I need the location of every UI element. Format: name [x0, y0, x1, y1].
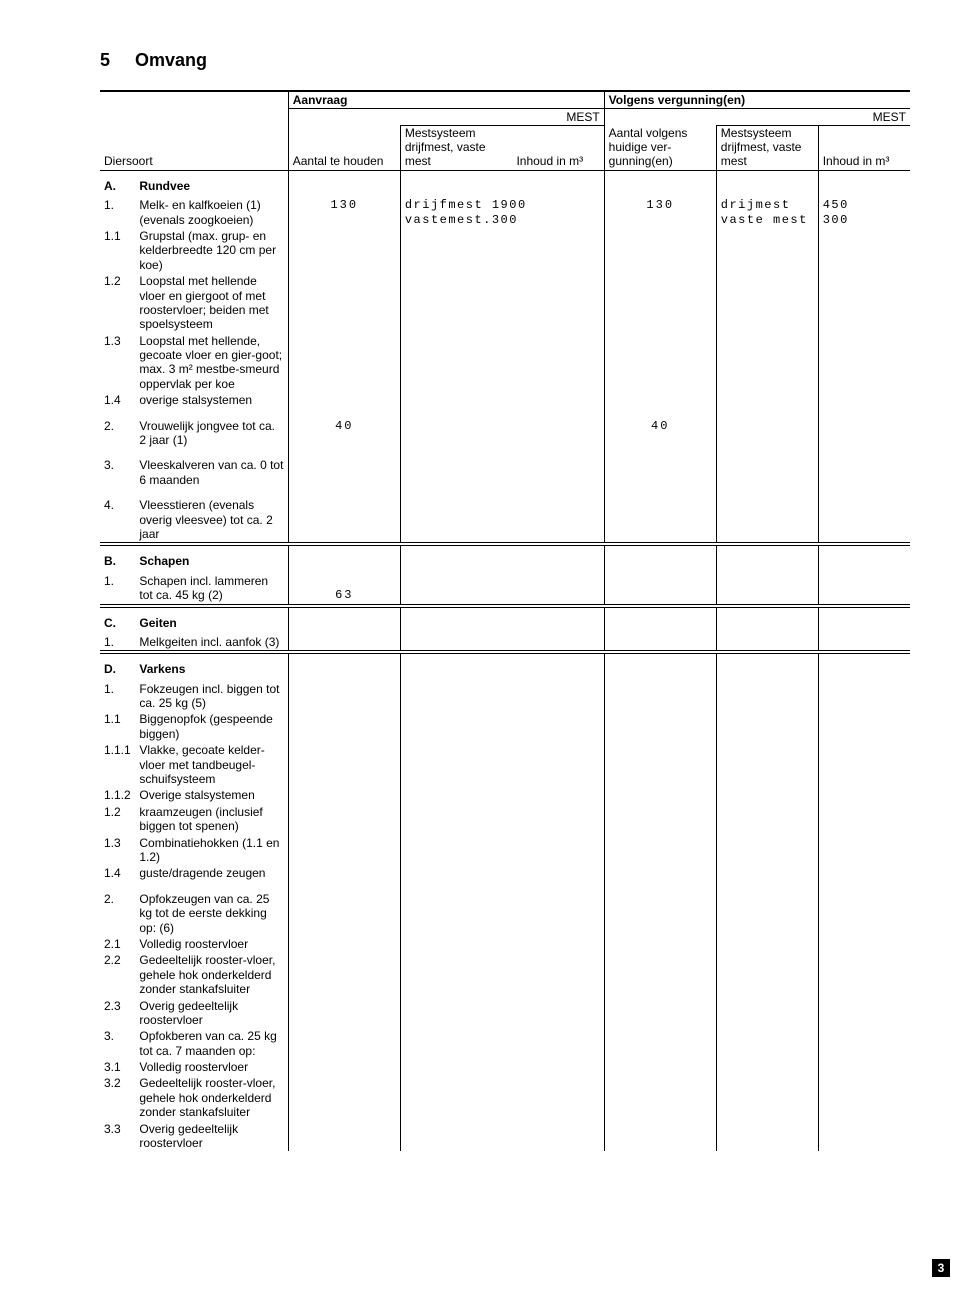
row-num: 1.1: [100, 228, 135, 273]
row-num: 2.1: [100, 936, 135, 952]
row-desc: Volledig roostervloer: [135, 1059, 288, 1075]
row-num: 1.4: [100, 865, 135, 881]
row-desc: Gedeeltelijk rooster-vloer, gehele hok o…: [135, 1075, 288, 1120]
row-num: 1.1.1: [100, 742, 135, 787]
col-diersoort: Diersoort: [100, 126, 288, 170]
row-num: 2.2: [100, 952, 135, 997]
row-desc: Overig gedeeltelijk roostervloer: [135, 998, 288, 1029]
row-num: 4.: [100, 488, 135, 543]
val-A1-mest-a-1: drijfmest 1900: [405, 198, 527, 212]
val-A2-aantal-a: 40: [288, 409, 400, 449]
row-num: 1.: [100, 681, 135, 712]
col-inhoud-a: Inhoud in m³: [512, 126, 604, 170]
cat-A-letter: A.: [100, 170, 135, 197]
row-num: 1.: [100, 573, 135, 604]
row-desc: Fokzeugen incl. biggen tot ca. 25 kg (5): [135, 681, 288, 712]
page-number-badge: 3: [932, 1259, 950, 1277]
row-desc: Combinatiehokken (1.1 en 1.2): [135, 835, 288, 866]
row-desc: Gedeeltelijk rooster-vloer, gehele hok o…: [135, 952, 288, 997]
row-num: 1.: [100, 634, 135, 651]
row-desc: Loopstal met hellende, gecoate vloer en …: [135, 333, 288, 393]
row-desc: Grupstal (max. grup- en kelderbreedte 12…: [135, 228, 288, 273]
row-num: 3.1: [100, 1059, 135, 1075]
col-mestsysteem-a: Mestsysteem drijfmest, vaste mest: [400, 126, 512, 170]
row-num: 1.3: [100, 835, 135, 866]
row-desc: Vlakke, gecoate kelder-vloer met tandbeu…: [135, 742, 288, 787]
row-num: 2.: [100, 409, 135, 449]
val-A1-aantal-a: 130: [288, 197, 400, 228]
row-desc: Opfokberen van ca. 25 kg tot ca. 7 maand…: [135, 1028, 288, 1059]
val-A1-mest-v: drijmest vaste mest: [716, 197, 818, 228]
row-num: 2.3: [100, 998, 135, 1029]
row-desc: Overige stalsystemen: [135, 787, 288, 803]
cat-A-name: Rundvee: [135, 170, 288, 197]
cat-C-letter: C.: [100, 607, 135, 634]
section-number: 5: [100, 50, 130, 72]
row-num: 1.1.2: [100, 787, 135, 803]
val-A2-aantal-v: 40: [604, 409, 716, 449]
row-desc: Vrouwelijk jongvee tot ca. 2 jaar (1): [135, 409, 288, 449]
val-A1-aantal-v: 130: [604, 197, 716, 228]
row-desc: Vleesstieren (evenals overig vleesvee) t…: [135, 488, 288, 543]
col-aantal-houden: Aantal te houden: [288, 126, 400, 170]
cat-C-name: Geiten: [135, 607, 288, 634]
row-desc: Volledig roostervloer: [135, 936, 288, 952]
row-desc: Vleeskalveren van ca. 0 tot 6 maanden: [135, 448, 288, 488]
row-num: 2.: [100, 882, 135, 936]
row-desc: Loopstal met hellende vloer en giergoot …: [135, 273, 288, 333]
row-num: 1.3: [100, 333, 135, 393]
row-num: 3.: [100, 448, 135, 488]
col-mestsysteem-v: Mestsysteem drijfmest, vaste mest: [716, 126, 818, 170]
section-title: 5 Omvang: [100, 50, 910, 72]
row-num: 1.4: [100, 392, 135, 408]
row-num: 3.2: [100, 1075, 135, 1120]
val-A1-mest-v-2: vaste mest: [721, 213, 808, 227]
val-A1-inh-v-2: 300: [823, 213, 849, 227]
row-num: 1.1: [100, 711, 135, 742]
val-A1-inh-v-1: 450: [823, 198, 849, 212]
row-num: 3.3: [100, 1121, 135, 1152]
row-desc: Schapen incl. lammeren tot ca. 45 kg (2): [135, 573, 288, 604]
row-desc: Melkgeiten incl. aanfok (3): [135, 634, 288, 651]
row-num: 1.2: [100, 273, 135, 333]
col-inhoud-v: Inhoud in m³: [818, 126, 910, 170]
row-num: 1.: [100, 197, 135, 228]
row-desc: Biggenopfok (gespeende biggen): [135, 711, 288, 742]
row-desc: Melk- en kalfkoeien (1) (evenals zoogkoe…: [135, 197, 288, 228]
val-A1-inhoud-v: 450 300: [818, 197, 910, 228]
cat-D-letter: D.: [100, 654, 135, 681]
row-desc: guste/dragende zeugen: [135, 865, 288, 881]
val-B1-aantal-a: 63: [288, 573, 400, 604]
val-A1-mest-a-2: vastemest.300: [405, 213, 518, 227]
val-A1-mest-v-1: drijmest: [721, 198, 791, 212]
row-desc: overige stalsystemen: [135, 392, 288, 408]
form-table: Aanvraag Volgens vergunning(en) MEST MES…: [100, 90, 910, 1152]
row-desc: kraamzeugen (inclusief biggen tot spenen…: [135, 804, 288, 835]
row-desc: Overig gedeeltelijk roostervloer: [135, 1121, 288, 1152]
val-A1-mest-a: drijfmest 1900 vastemest.300: [400, 197, 604, 228]
row-num: 3.: [100, 1028, 135, 1059]
cat-B-name: Schapen: [135, 546, 288, 573]
row-desc: Opfokzeugen van ca. 25 kg tot de eerste …: [135, 882, 288, 936]
mest-label-a: MEST: [400, 108, 604, 125]
col-aantal-volgens: Aantal volgens huidige ver-gunning(en): [604, 126, 716, 170]
header-aanvraag: Aanvraag: [288, 91, 604, 109]
cat-D-name: Varkens: [135, 654, 288, 681]
mest-label-v: MEST: [716, 108, 910, 125]
section-heading: Omvang: [135, 50, 207, 70]
cat-B-letter: B.: [100, 546, 135, 573]
row-num: 1.2: [100, 804, 135, 835]
header-volgens: Volgens vergunning(en): [604, 91, 910, 109]
